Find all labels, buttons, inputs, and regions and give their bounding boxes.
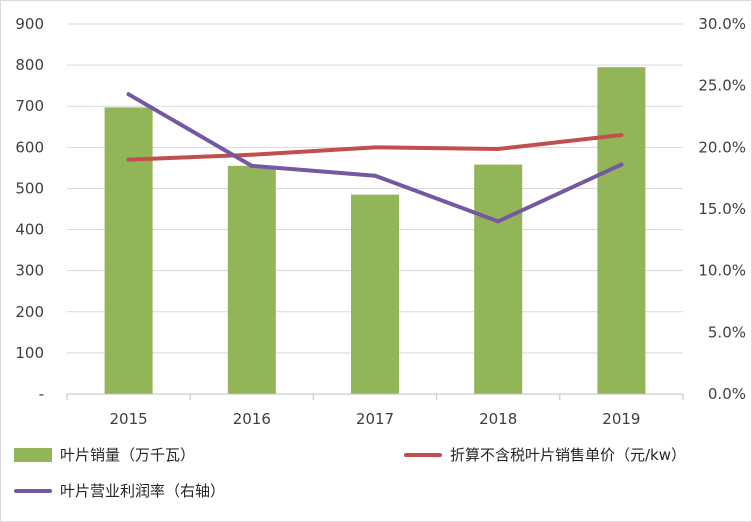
legend-label-price: 折算不含税叶片销售单价（元/kw） bbox=[450, 446, 687, 464]
left-tick-label: 100 bbox=[15, 344, 44, 362]
left-tick-label: - bbox=[39, 385, 44, 403]
price-point bbox=[249, 152, 254, 157]
right-tick-label: 0.0% bbox=[708, 385, 746, 403]
left-tick-label: 200 bbox=[15, 303, 44, 321]
legend-item-margin: 叶片营业利润率（右轴） bbox=[14, 480, 225, 501]
axes: - 100 200 300 400 500 600 700 800 900 0.0% 5.0% 10.0… bbox=[15, 15, 746, 428]
legend-label-bar: 叶片销量（万千瓦） bbox=[60, 446, 196, 464]
price-point bbox=[373, 145, 377, 150]
x-tick-label: 2018 bbox=[479, 410, 517, 428]
x-tick-label: 2015 bbox=[110, 410, 148, 428]
bar bbox=[104, 107, 153, 394]
legend-item-bar: 叶片销量（万千瓦） bbox=[14, 444, 195, 465]
legend-swatch-price bbox=[404, 452, 442, 457]
legend-label-margin: 叶片营业利润率（右轴） bbox=[60, 482, 226, 500]
price-point bbox=[496, 146, 501, 151]
margin-point bbox=[496, 219, 501, 224]
bar-series bbox=[104, 67, 646, 395]
left-tick-label: 800 bbox=[15, 56, 44, 74]
right-tick-label: 15.0% bbox=[698, 200, 746, 218]
x-tick-label: 2016 bbox=[233, 410, 271, 428]
bar bbox=[351, 194, 399, 394]
x-tick-label: 2019 bbox=[602, 410, 640, 428]
margin-point bbox=[249, 163, 254, 168]
price-point bbox=[126, 157, 131, 162]
bar bbox=[474, 164, 523, 394]
right-tick-label: 20.0% bbox=[698, 138, 746, 156]
right-tick-label: 10.0% bbox=[698, 262, 746, 280]
margin-point bbox=[619, 162, 624, 167]
legend-swatch-margin bbox=[14, 488, 52, 493]
left-tick-label: 300 bbox=[15, 262, 44, 280]
left-tick-label: 400 bbox=[15, 221, 44, 239]
right-tick-label: 30.0% bbox=[698, 15, 746, 33]
margin-point bbox=[373, 173, 377, 178]
bar bbox=[597, 67, 646, 395]
price-point bbox=[619, 133, 624, 137]
line-series bbox=[126, 92, 624, 224]
x-tick-label: 2017 bbox=[356, 410, 394, 428]
right-tick-label: 5.0% bbox=[708, 323, 746, 341]
left-tick-label: 900 bbox=[15, 15, 44, 33]
legend-item-price: 折算不含税叶片销售单价（元/kw） bbox=[404, 444, 686, 465]
left-tick-label: 600 bbox=[15, 138, 44, 156]
bar bbox=[227, 165, 276, 394]
margin-point bbox=[126, 92, 131, 97]
left-tick-label: 500 bbox=[15, 179, 44, 197]
right-tick-label: 25.0% bbox=[698, 77, 746, 95]
left-tick-label: 700 bbox=[15, 97, 44, 115]
legend-swatch-bar bbox=[14, 447, 52, 462]
